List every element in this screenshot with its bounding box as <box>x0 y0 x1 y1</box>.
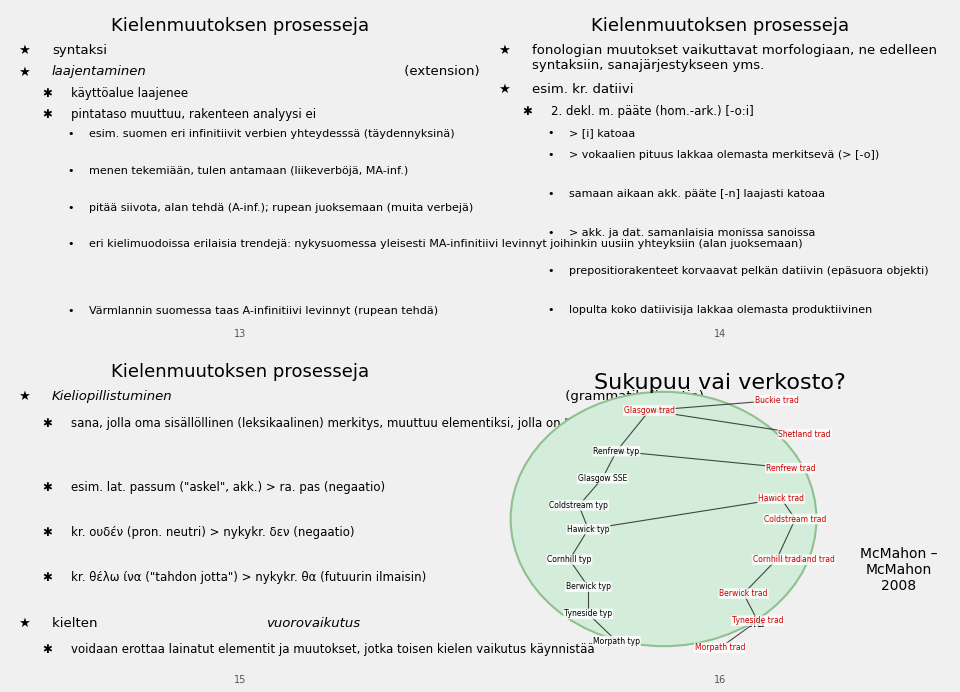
Text: •: • <box>547 189 554 199</box>
Text: Coldstream typ: Coldstream typ <box>549 501 609 510</box>
Text: prepositiorakenteet korvaavat pelkän datiivin (epäsuora objekti): prepositiorakenteet korvaavat pelkän dat… <box>569 266 929 276</box>
Text: kielten: kielten <box>52 617 102 630</box>
Text: kr. oυδέν (pron. neutri) > nykykr. δεν (negaatio): kr. oυδέν (pron. neutri) > nykykr. δεν (… <box>71 526 354 539</box>
Text: Kielenmuutoksen prosesseja: Kielenmuutoksen prosesseja <box>111 363 369 381</box>
Text: Hawick typ: Hawick typ <box>567 525 610 534</box>
Text: Morpath typ: Morpath typ <box>593 637 640 646</box>
Text: syntaksi: syntaksi <box>52 44 107 57</box>
Text: ★: ★ <box>17 390 30 403</box>
Text: •: • <box>67 129 74 140</box>
Text: ✱: ✱ <box>42 571 52 584</box>
Text: Berwick typ: Berwick typ <box>565 582 611 592</box>
Text: ✱: ✱ <box>42 481 52 493</box>
Text: Hawick trad: Hawick trad <box>758 494 804 503</box>
Text: pitää siivota, alan tehdä (A-inf.); rupean juoksemaan (muita verbejä): pitää siivota, alan tehdä (A-inf.); rupe… <box>89 203 473 212</box>
Text: Värmlannin suomessa taas A-infinitiivi levinnyt (rupean tehdä): Värmlannin suomessa taas A-infinitiivi l… <box>89 306 439 316</box>
Text: vuorovaikutus: vuorovaikutus <box>266 617 360 630</box>
Text: ✱: ✱ <box>522 105 532 118</box>
Text: voidaan erottaa lainatut elementit ja muutokset, jotka toisen kielen vaikutus kä: voidaan erottaa lainatut elementit ja mu… <box>71 643 594 656</box>
Text: samaan aikaan akk. pääte [-n] laajasti katoaa: samaan aikaan akk. pääte [-n] laajasti k… <box>569 189 826 199</box>
Text: Coldstream trad: Coldstream trad <box>764 514 827 524</box>
Text: Tyneside trad: Tyneside trad <box>732 616 783 626</box>
Text: ★: ★ <box>497 83 510 95</box>
Text: > akk. ja dat. samanlaisia monissa sanoissa: > akk. ja dat. samanlaisia monissa sanoi… <box>569 228 816 237</box>
Text: ✱: ✱ <box>42 526 52 539</box>
Text: •: • <box>67 306 74 316</box>
Text: sana, jolla oma sisällöllinen (leksikaalinen) merkitys, muuttuu elementiksi, jol: sana, jolla oma sisällöllinen (leksikaal… <box>71 417 708 430</box>
Text: käyttöalue laajenee: käyttöalue laajenee <box>71 86 188 100</box>
Text: Glasgow SSE: Glasgow SSE <box>578 474 627 483</box>
Text: pintataso muuttuu, rakenteen analyysi ei: pintataso muuttuu, rakenteen analyysi ei <box>71 108 316 121</box>
Text: •: • <box>547 128 554 138</box>
Text: ✱: ✱ <box>42 417 52 430</box>
Text: näkyy monella tasolla: näkyy monella tasolla <box>615 617 765 630</box>
Text: (grammatikalisaatio): (grammatikalisaatio) <box>562 390 704 403</box>
Text: ★: ★ <box>497 44 510 57</box>
Ellipse shape <box>511 392 816 646</box>
Text: Kielenmuutoksen prosesseja: Kielenmuutoksen prosesseja <box>591 17 849 35</box>
Text: •: • <box>67 166 74 176</box>
Text: 16: 16 <box>714 675 726 685</box>
Text: lopulta koko datiivisija lakkaa olemasta produktiivinen: lopulta koko datiivisija lakkaa olemasta… <box>569 305 873 315</box>
Text: •: • <box>547 228 554 237</box>
Text: ✱: ✱ <box>42 643 52 656</box>
Text: > vokaalien pituus lakkaa olemasta merkitsevä (> [-o]): > vokaalien pituus lakkaa olemasta merki… <box>569 150 879 161</box>
Text: Cornhill trad: Cornhill trad <box>753 555 801 564</box>
Text: esim. kr. datiivi: esim. kr. datiivi <box>532 83 634 95</box>
Text: ★: ★ <box>17 44 30 57</box>
Text: kr. θέλω ίνα ("tahdon jotta") > nykykr. θα (futuurin ilmaisin): kr. θέλω ίνα ("tahdon jotta") > nykykr. … <box>71 571 426 584</box>
Text: esim. suomen eri infinitiivit verbien yhteydesssä (täydennyksinä): esim. suomen eri infinitiivit verbien yh… <box>89 129 455 140</box>
Text: •: • <box>547 266 554 276</box>
Text: ✱: ✱ <box>42 108 52 121</box>
Text: eri kielimuodoissa erilaisia trendejä: nykysuomessa yleisesti MA-infinitiivi lev: eri kielimuodoissa erilaisia trendejä: n… <box>89 239 804 249</box>
Text: 14: 14 <box>714 329 726 339</box>
Text: 13: 13 <box>234 329 246 339</box>
Text: Kielenmuutoksen prosesseja: Kielenmuutoksen prosesseja <box>111 17 369 35</box>
Text: Shetland trad: Shetland trad <box>779 430 831 439</box>
Text: Renfrew typ: Renfrew typ <box>593 446 639 456</box>
Text: McMahon –
McMahon
2008: McMahon – McMahon 2008 <box>860 547 938 593</box>
Text: 2. dekl. m. pääte (hom.-ark.) [-o:i]: 2. dekl. m. pääte (hom.-ark.) [-o:i] <box>551 105 754 118</box>
Text: (extension): (extension) <box>400 66 480 78</box>
Text: Berwick trad: Berwick trad <box>719 589 768 598</box>
Text: •: • <box>67 203 74 212</box>
Text: ★: ★ <box>17 66 30 78</box>
Text: Glasgow trad: Glasgow trad <box>624 406 675 415</box>
Text: Cornhill typ: Cornhill typ <box>547 555 591 564</box>
Text: fonologian muutokset vaikuttavat morfologiaan, ne edelleen syntaksiin, sanajärje: fonologian muutokset vaikuttavat morfolo… <box>532 44 937 72</box>
Text: Renfrew trad: Renfrew trad <box>766 464 815 473</box>
Text: Tyneside typ: Tyneside typ <box>564 610 612 619</box>
Text: ★: ★ <box>17 617 30 630</box>
Text: •: • <box>547 305 554 315</box>
Text: esim. lat. passum ("askel", akk.) > ra. pas (negaatio): esim. lat. passum ("askel", akk.) > ra. … <box>71 481 385 493</box>
Text: ✱: ✱ <box>42 86 52 100</box>
Text: laajentaminen: laajentaminen <box>52 66 147 78</box>
Text: Buckie trad: Buckie trad <box>755 396 799 405</box>
Text: Kieliopillistuminen: Kieliopillistuminen <box>52 390 173 403</box>
Text: Morpath trad: Morpath trad <box>695 644 745 653</box>
Text: > [i] katoaa: > [i] katoaa <box>569 128 636 138</box>
Text: 15: 15 <box>234 675 246 685</box>
Text: •: • <box>67 239 74 249</box>
Text: menen tekemiään, tulen antamaan (liikeverböjä, MA-inf.): menen tekemiään, tulen antamaan (liikeve… <box>89 166 409 176</box>
Text: •: • <box>547 150 554 161</box>
Text: Holy Island trad: Holy Island trad <box>774 555 835 564</box>
Text: Sukupuu vai verkosto?: Sukupuu vai verkosto? <box>594 373 846 393</box>
